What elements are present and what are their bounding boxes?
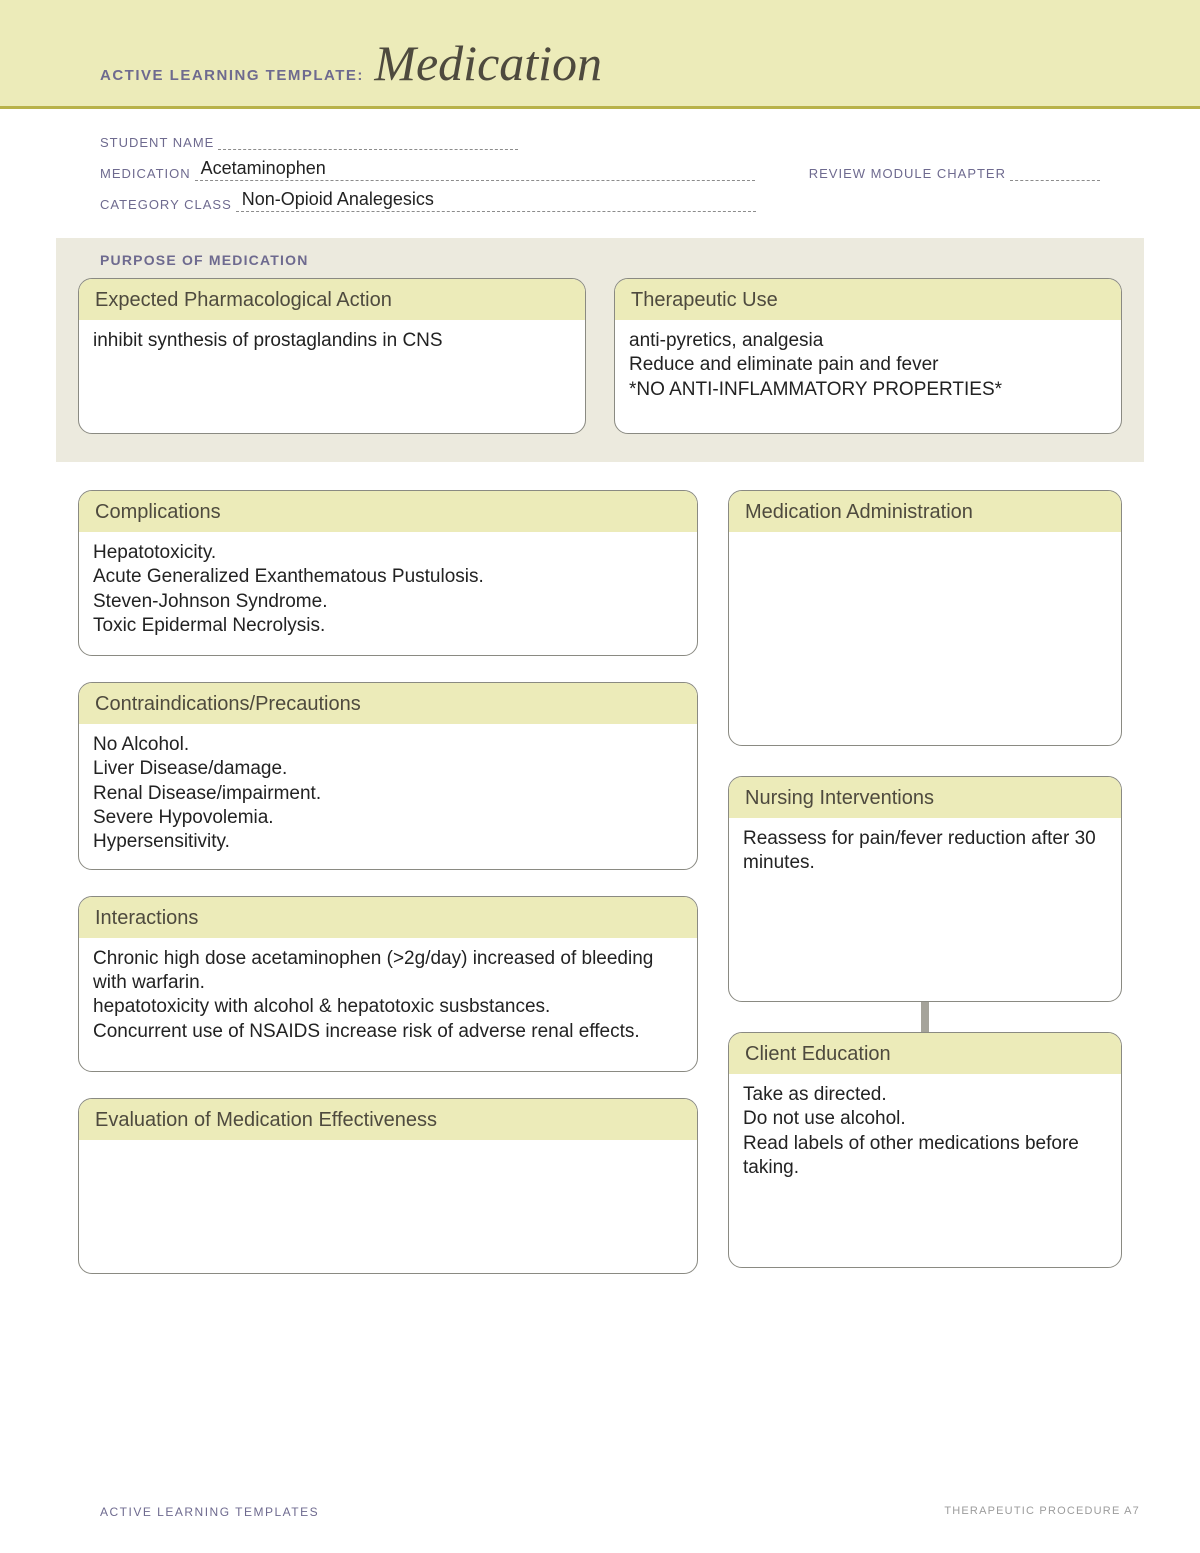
interactions-body[interactable]: Chronic high dose acetaminophen (>2g/day… — [79, 941, 697, 1071]
page-footer: ACTIVE LEARNING TEMPLATES THERAPEUTIC PR… — [100, 1505, 1140, 1519]
education-body[interactable]: Take as directed. Do not use alcohol. Re… — [729, 1077, 1121, 1267]
category-label: CATEGORY CLASS — [100, 197, 232, 212]
banner-prefix: ACTIVE LEARNING TEMPLATE: — [100, 67, 364, 84]
student-name-field[interactable] — [218, 148, 518, 150]
therapeutic-use-body[interactable]: anti-pyretics, analgesia Reduce and elim… — [615, 323, 1121, 433]
banner-title: Medication — [374, 35, 602, 91]
complications-card: Complications Hepatotoxicity. Acute Gene… — [78, 490, 698, 656]
student-name-label: STUDENT NAME — [100, 135, 214, 150]
complications-body[interactable]: Hepatotoxicity. Acute Generalized Exanth… — [79, 535, 697, 655]
complications-title: Complications — [79, 491, 697, 535]
evaluation-title: Evaluation of Medication Effectiveness — [79, 1099, 697, 1143]
contraindications-card: Contraindications/Precautions No Alcohol… — [78, 682, 698, 870]
review-label: REVIEW MODULE CHAPTER — [809, 166, 1006, 181]
purpose-section: PURPOSE OF MEDICATION Expected Pharmacol… — [56, 238, 1144, 462]
medication-label: MEDICATION — [100, 166, 191, 181]
expected-action-title: Expected Pharmacological Action — [79, 279, 585, 323]
administration-body[interactable] — [729, 535, 1121, 745]
evaluation-card: Evaluation of Medication Effectiveness — [78, 1098, 698, 1274]
left-column: Complications Hepatotoxicity. Acute Gene… — [78, 490, 698, 1274]
page-banner: ACTIVE LEARNING TEMPLATE: Medication — [0, 0, 1200, 109]
nursing-card: Nursing Interventions Reassess for pain/… — [728, 776, 1122, 1002]
review-field[interactable] — [1010, 179, 1100, 181]
contraindications-body[interactable]: No Alcohol. Liver Disease/damage. Renal … — [79, 727, 697, 869]
connector-line — [921, 1002, 929, 1032]
category-field[interactable]: Non-Opioid Analegesics — [236, 189, 756, 212]
administration-card: Medication Administration — [728, 490, 1122, 746]
education-card: Client Education Take as directed. Do no… — [728, 1032, 1122, 1268]
footer-left: ACTIVE LEARNING TEMPLATES — [100, 1505, 319, 1519]
interactions-card: Interactions Chronic high dose acetamino… — [78, 896, 698, 1072]
education-title: Client Education — [729, 1033, 1121, 1077]
contraindications-title: Contraindications/Precautions — [79, 683, 697, 727]
footer-right: THERAPEUTIC PROCEDURE A7 — [944, 1505, 1140, 1519]
meta-block: STUDENT NAME MEDICATION Acetaminophen RE… — [0, 109, 1200, 238]
administration-title: Medication Administration — [729, 491, 1121, 535]
therapeutic-use-card: Therapeutic Use anti-pyretics, analgesia… — [614, 278, 1122, 434]
evaluation-body[interactable] — [79, 1143, 697, 1273]
right-column: Medication Administration Nursing Interv… — [728, 490, 1122, 1274]
therapeutic-use-title: Therapeutic Use — [615, 279, 1121, 323]
medication-field[interactable]: Acetaminophen — [195, 158, 755, 181]
interactions-title: Interactions — [79, 897, 697, 941]
purpose-heading: PURPOSE OF MEDICATION — [100, 252, 1122, 268]
expected-action-card: Expected Pharmacological Action inhibit … — [78, 278, 586, 434]
nursing-title: Nursing Interventions — [729, 777, 1121, 821]
expected-action-body[interactable]: inhibit synthesis of prostaglandins in C… — [79, 323, 585, 433]
main-grid: Complications Hepatotoxicity. Acute Gene… — [0, 462, 1200, 1274]
nursing-body[interactable]: Reassess for pain/fever reduction after … — [729, 821, 1121, 1001]
